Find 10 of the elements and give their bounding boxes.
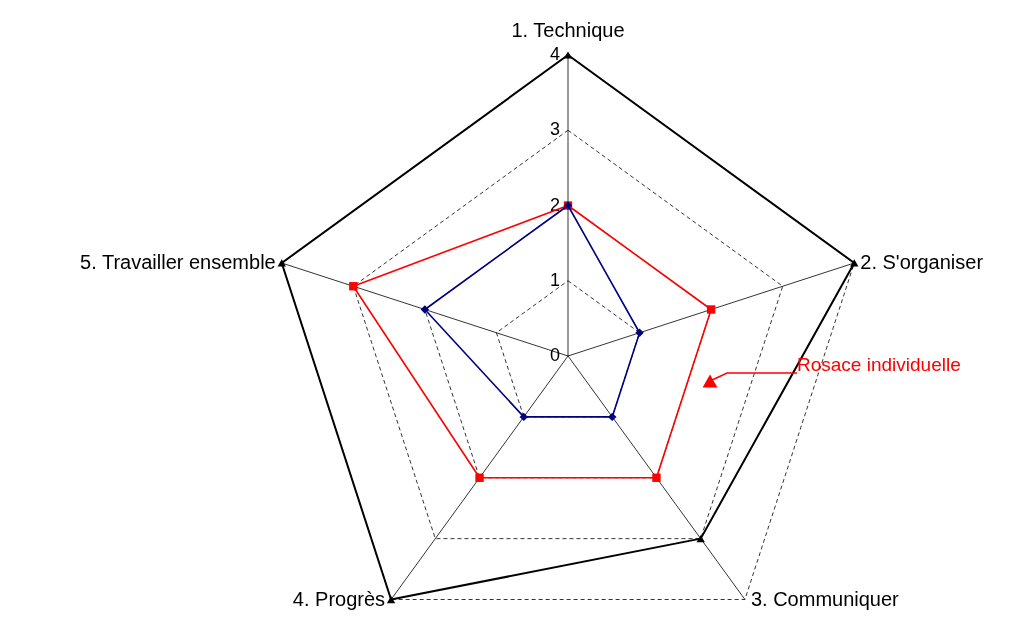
spoke-label: 3. Communiquer xyxy=(750,587,900,610)
spoke-label: 5. Travailler ensemble xyxy=(80,250,276,273)
y-tick-label: 4 xyxy=(549,44,560,64)
y-tick-label: 1 xyxy=(549,269,560,290)
spoke-label: 1. Technique xyxy=(511,19,625,41)
spoke-label: 4. Progrès xyxy=(292,587,386,610)
y-tick-label: 0 xyxy=(549,345,560,365)
y-tick-label: 3 xyxy=(549,119,560,140)
spoke-label: 2. S'organiser xyxy=(860,250,984,273)
text: Rosace individuelle xyxy=(797,354,961,375)
